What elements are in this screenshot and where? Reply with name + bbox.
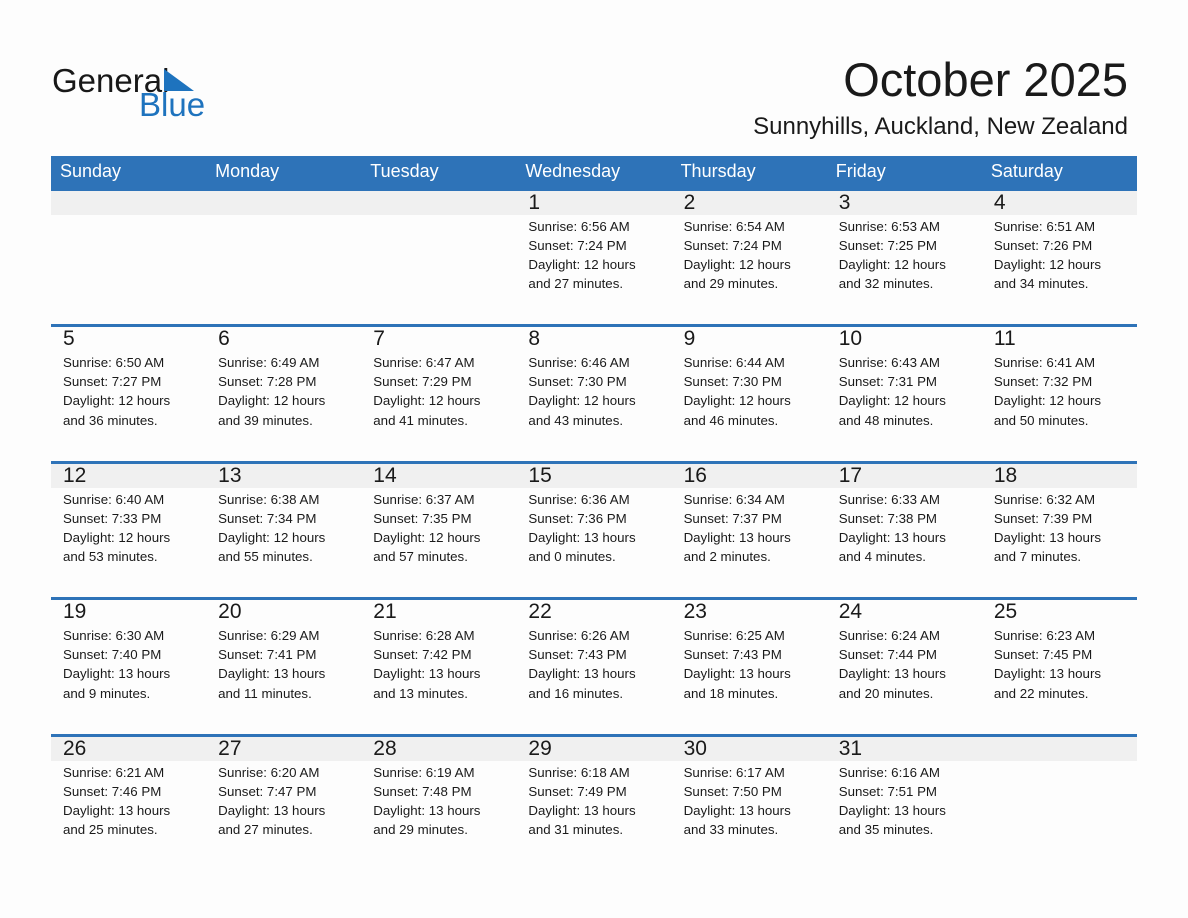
svg-text:Blue: Blue: [139, 86, 205, 123]
